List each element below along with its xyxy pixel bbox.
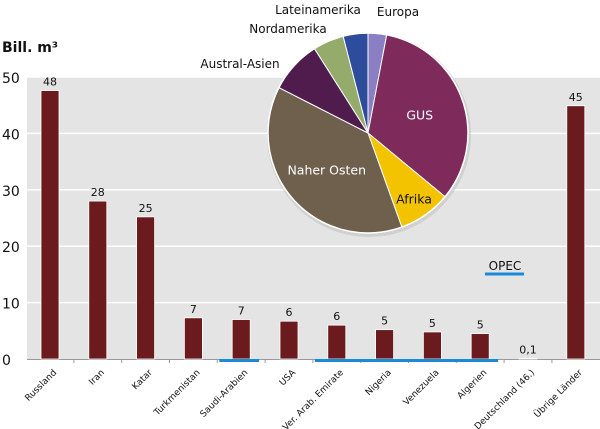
pie-label: Austral-Asien [200, 57, 279, 71]
data-label: 5 [429, 317, 436, 330]
bar [422, 331, 442, 360]
pie-label: Europa [377, 5, 419, 19]
y-tick-label: 50 [2, 71, 20, 87]
pie-label: Lateinamerika [275, 3, 361, 17]
bar [518, 358, 538, 360]
y-tick-label: 30 [2, 184, 20, 200]
data-label: 7 [238, 305, 245, 318]
x-tick-label: Algerien [456, 368, 489, 401]
legend-opec-label: OPEC [489, 259, 522, 273]
y-tick-label: 20 [2, 240, 20, 256]
x-tick-label: Saudi-Arabien [199, 368, 251, 420]
pie-label: Nordamerika [249, 22, 326, 36]
data-label: 7 [190, 303, 197, 316]
bar [327, 324, 347, 360]
bar [183, 317, 203, 360]
bar [279, 320, 299, 360]
x-tick-label: Katar [131, 368, 155, 392]
bar [231, 319, 251, 360]
bar [375, 329, 395, 360]
x-tick-label: Venezuela [402, 368, 442, 408]
data-label: 25 [139, 202, 153, 215]
bar [88, 200, 108, 360]
data-label: 5 [477, 319, 484, 332]
bar [136, 216, 156, 360]
pie-label: Afrika [396, 191, 432, 206]
pie-outline [267, 32, 469, 234]
data-label: 5 [381, 315, 388, 328]
bar [40, 90, 60, 360]
y-tick-label: 40 [2, 127, 20, 143]
x-tick-label: Übrige Länder [532, 367, 585, 420]
y-tick-label: 10 [2, 297, 20, 313]
x-tick-label: USA [278, 367, 299, 388]
data-label: 28 [91, 186, 105, 199]
data-label: 48 [43, 76, 57, 89]
data-label: 45 [569, 91, 583, 104]
data-label: 6 [333, 310, 340, 323]
bar [566, 105, 586, 360]
x-tick-label: Nigeria [364, 368, 394, 398]
y-tick-label: 0 [2, 353, 11, 369]
pie-label: GUS [406, 107, 433, 122]
data-label: 6 [286, 306, 293, 319]
bar [470, 333, 490, 360]
pie-label: Naher Osten [287, 162, 366, 177]
x-tick-label: Russland [24, 368, 60, 404]
x-tick-label: Turkmenistan [152, 368, 203, 419]
x-tick-label: Iran [87, 368, 107, 388]
y-axis-unit-label: Bill. m³ [2, 40, 58, 56]
data-label: 0,1 [519, 343, 537, 356]
